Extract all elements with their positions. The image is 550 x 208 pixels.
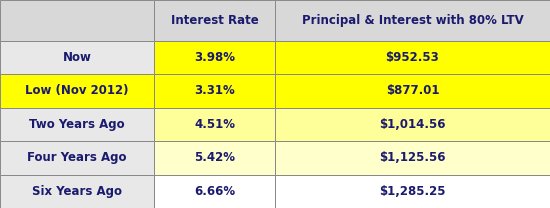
Text: Two Years Ago: Two Years Ago xyxy=(29,118,125,131)
Text: Low (Nov 2012): Low (Nov 2012) xyxy=(25,84,129,97)
Bar xyxy=(275,175,550,208)
Text: $1,014.56: $1,014.56 xyxy=(379,118,446,131)
Text: 3.31%: 3.31% xyxy=(194,84,235,97)
Bar xyxy=(154,41,275,74)
Bar xyxy=(275,0,550,41)
Bar xyxy=(154,108,275,141)
Bar xyxy=(154,175,275,208)
Text: 3.98%: 3.98% xyxy=(194,51,235,64)
Bar xyxy=(275,141,550,175)
Text: Four Years Ago: Four Years Ago xyxy=(28,151,126,164)
Bar xyxy=(154,141,275,175)
Bar xyxy=(275,74,550,108)
Text: Interest Rate: Interest Rate xyxy=(170,14,258,27)
Text: 6.66%: 6.66% xyxy=(194,185,235,198)
Bar xyxy=(0,74,154,108)
Text: $1,125.56: $1,125.56 xyxy=(379,151,446,164)
Bar xyxy=(0,175,154,208)
Bar xyxy=(0,141,154,175)
Text: Now: Now xyxy=(63,51,91,64)
Bar xyxy=(0,108,154,141)
Text: $952.53: $952.53 xyxy=(386,51,439,64)
Bar xyxy=(154,74,275,108)
Text: $1,285.25: $1,285.25 xyxy=(379,185,446,198)
Text: 4.51%: 4.51% xyxy=(194,118,235,131)
Bar xyxy=(0,0,154,41)
Text: $877.01: $877.01 xyxy=(386,84,439,97)
Text: Six Years Ago: Six Years Ago xyxy=(32,185,122,198)
Bar xyxy=(275,41,550,74)
Bar xyxy=(0,41,154,74)
Bar xyxy=(275,108,550,141)
Bar xyxy=(154,0,275,41)
Text: 5.42%: 5.42% xyxy=(194,151,235,164)
Text: Principal & Interest with 80% LTV: Principal & Interest with 80% LTV xyxy=(301,14,524,27)
